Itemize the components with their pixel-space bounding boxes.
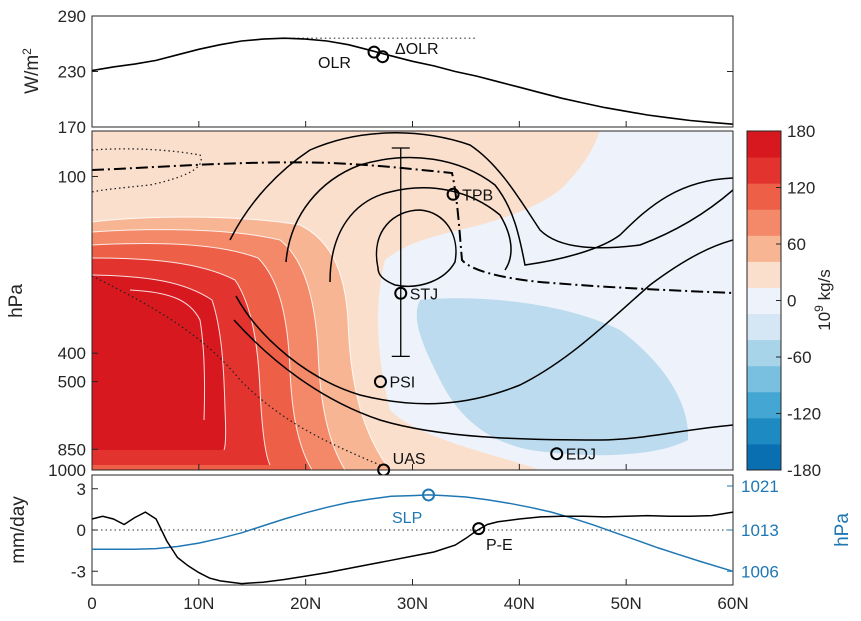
colorbar-band <box>747 287 781 315</box>
xtick-label: 30N <box>397 594 428 613</box>
delta-olr-marker <box>376 50 390 64</box>
colorbar-band <box>747 157 781 184</box>
delta-olr-text: OLR <box>406 41 439 58</box>
dotted-contour-upper <box>92 148 202 193</box>
colorbar-label: 109 kg/s <box>812 269 834 331</box>
colorbar-band <box>747 261 781 288</box>
bottom-ylabel: mm/day <box>8 496 29 564</box>
colorbar-band <box>747 235 781 262</box>
stj-error-bar <box>391 147 410 357</box>
annotation-marker-edj <box>550 447 564 461</box>
bottom-right-yticks: 1021 1013 1006 <box>727 477 779 581</box>
bottom-right-ytick-label: 1006 <box>741 562 779 581</box>
bottom-ytick-label: 0 <box>77 521 86 540</box>
colorbar-band <box>747 365 781 393</box>
colorbar-tick-label: -120 <box>787 405 821 424</box>
mid-ytick-label: 400 <box>58 344 86 363</box>
mid-ytick-label: 500 <box>58 373 86 392</box>
delta-symbol: Δ <box>395 41 406 58</box>
bottom-right-ytick-label: 1021 <box>741 477 779 496</box>
annotation-label-edj: EDJ <box>566 447 596 464</box>
colorbar-tick-label: 0 <box>787 292 796 311</box>
mid-annotations: TPB STJ PSI EDJ UAS <box>373 187 596 477</box>
mid-ytick-label: 1000 <box>48 461 86 480</box>
olr-ytick-label: 290 <box>58 7 86 26</box>
colorbar-tick-label: -60 <box>787 348 812 367</box>
colorbar-band <box>747 417 781 445</box>
xticks: 0 10N 20N 30N 40N 50N 60N <box>87 121 749 613</box>
olr-ytick-label: 170 <box>58 118 86 137</box>
bottom-yticks: 3 0 -3 <box>71 480 98 581</box>
annotation-label-psi: PSI <box>389 375 415 392</box>
mid-ytick-label: 100 <box>58 167 86 186</box>
slp-marker <box>422 488 436 502</box>
colorbar-band <box>747 339 781 367</box>
annotation-label-uas: UAS <box>393 451 426 468</box>
annotation-marker-stj <box>394 286 408 300</box>
pe-curve <box>91 511 734 585</box>
slp-annotation: SLP <box>392 510 422 527</box>
delta-olr-annotation: ΔOLR <box>395 41 439 58</box>
olr-curve <box>91 37 734 125</box>
colorbar-band <box>747 183 781 210</box>
bottom-ytick-label: 3 <box>77 480 86 499</box>
colorbar-band <box>747 443 781 471</box>
colorbar-band <box>747 209 781 236</box>
colorbar-band <box>747 391 781 419</box>
mid-ytick-label: 850 <box>58 440 86 459</box>
annotation-marker-psi <box>373 375 387 389</box>
bottom-ytick-label: -3 <box>71 562 86 581</box>
bottom-right-ytick-label: 1013 <box>741 521 779 540</box>
tropopause-dashdot <box>92 161 733 294</box>
colorbar-label-unit: kg/s <box>815 269 834 305</box>
annotation-label-tpb: TPB <box>462 187 493 204</box>
black-contour-lines <box>229 132 733 441</box>
olr-ylabel-sup: 2 <box>20 48 34 55</box>
olr-annotation: OLR <box>318 55 351 72</box>
xtick-label: 40N <box>504 594 535 613</box>
pe-marker <box>472 522 486 536</box>
mid-ylabel: hPa <box>6 284 27 318</box>
colorbar-tick-label: 60 <box>787 235 806 254</box>
olr-ytick-label: 230 <box>58 63 86 82</box>
xtick-label: 10N <box>183 594 214 613</box>
colorbar-tick-label: 180 <box>787 122 815 141</box>
colorbar-label-sup: 9 <box>812 305 826 312</box>
xtick-label: 0 <box>87 594 96 613</box>
colorbar-label-base: 10 <box>815 312 834 331</box>
xtick-label: 60N <box>717 594 748 613</box>
annotation-label-stj: STJ <box>410 286 438 303</box>
olr-ylabel-text: W/m <box>22 55 43 94</box>
xtick-label: 50N <box>611 594 642 613</box>
colorbar-tick-label: 120 <box>787 179 815 198</box>
colorbar-band <box>747 313 781 341</box>
streamfunction-fill <box>92 131 733 470</box>
colorbar-tick-label: -180 <box>787 461 821 480</box>
contour-fill-150-180 <box>92 275 226 450</box>
dotted-contour-lower <box>92 275 381 466</box>
olr-yticks: 290 230 170 <box>58 7 733 137</box>
mid-yticks: 100 400 500 850 1000 <box>48 167 98 480</box>
olr-ylabel: W/m2 <box>20 48 43 94</box>
white-contour-lines <box>92 216 391 470</box>
annotation-marker-tpb <box>446 187 460 201</box>
colorbar: 180 120 60 0 -60 -120 -180 <box>746 122 821 480</box>
colorbar-band <box>747 131 781 158</box>
xtick-label: 20N <box>290 594 321 613</box>
bottom-right-ylabel: hPa <box>832 513 853 547</box>
slp-curve <box>92 494 734 573</box>
pe-annotation: P-E <box>486 537 513 554</box>
contour-fill-neg30-neg60 <box>416 298 689 456</box>
olr-panel-frame <box>91 15 734 128</box>
